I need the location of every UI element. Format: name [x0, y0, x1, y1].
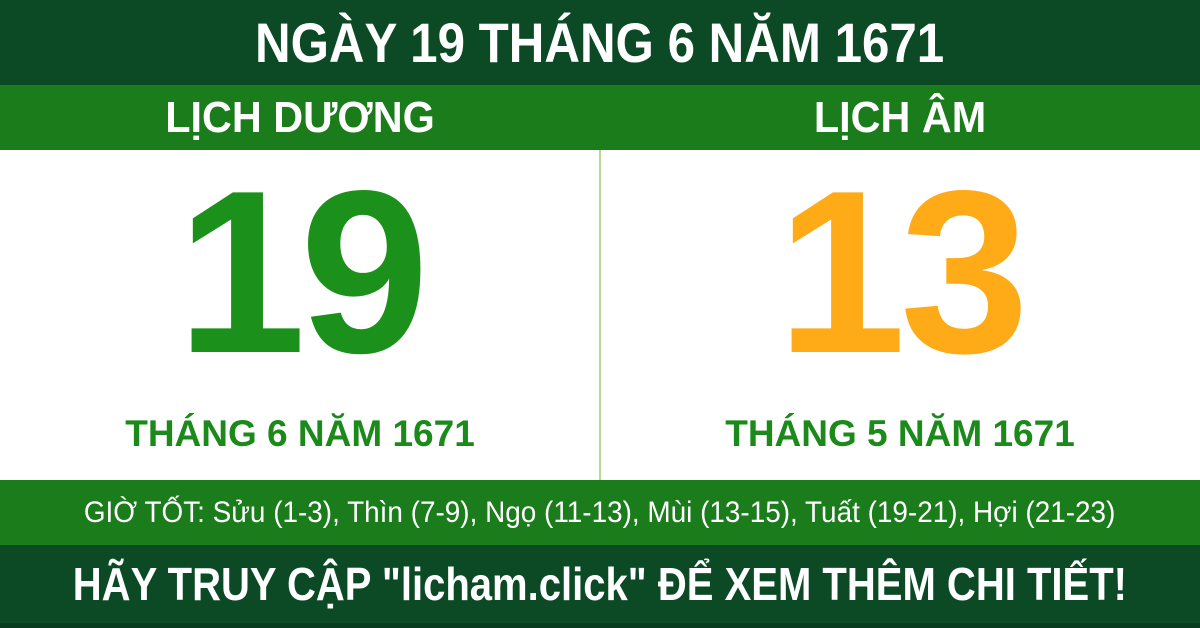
tab-lunar-calendar: LỊCH ÂM [813, 92, 987, 142]
bottom-strip [0, 623, 1200, 628]
solar-month-year: THÁNG 6 NĂM 1671 [125, 413, 475, 455]
lunar-day-number: 13 [776, 142, 1029, 402]
calendar-body: 19 THÁNG 6 NĂM 1671 13 THÁNG 5 NĂM 1671 [0, 150, 1200, 480]
solar-day-number: 19 [176, 142, 429, 402]
tab-solar-calendar: LỊCH DƯƠNG [165, 92, 435, 142]
calendar-tabs: LỊCH DƯƠNG LỊCH ÂM [0, 85, 1200, 150]
footer-banner: HÃY TRUY CẬP "licham.click" ĐỂ XEM THÊM … [0, 545, 1200, 623]
date-banner: NGÀY 19 THÁNG 6 NĂM 1671 [0, 0, 1200, 85]
lunar-day-panel: 13 THÁNG 5 NĂM 1671 [600, 150, 1200, 480]
column-divider [599, 150, 601, 480]
footer-cta-text: HÃY TRUY CẬP "licham.click" ĐỂ XEM THÊM … [72, 558, 1128, 610]
page-title: NGÀY 19 THÁNG 6 NĂM 1671 [255, 11, 945, 74]
good-hours-bar: GIỜ TỐT: Sửu (1-3), Thìn (7-9), Ngọ (11-… [0, 480, 1200, 545]
lunar-month-year: THÁNG 5 NĂM 1671 [725, 413, 1075, 455]
solar-day-panel: 19 THÁNG 6 NĂM 1671 [0, 150, 600, 480]
good-hours-text: GIỜ TỐT: Sửu (1-3), Thìn (7-9), Ngọ (11-… [84, 495, 1116, 529]
